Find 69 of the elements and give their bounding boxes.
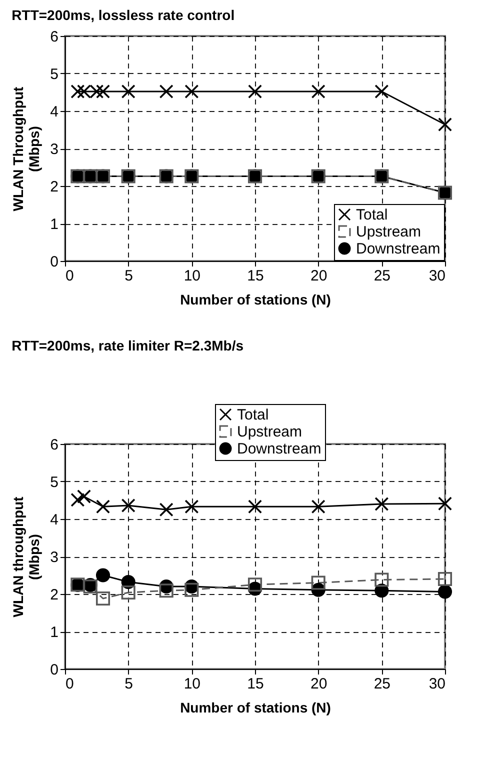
y-tick-label: 0 <box>50 662 58 678</box>
y-tick-label: 5 <box>50 66 58 83</box>
point <box>96 84 110 99</box>
x-axis-title: Number of stations (N) <box>180 700 331 716</box>
y-tick-label: 3 <box>50 549 58 566</box>
point <box>438 117 452 132</box>
point <box>374 84 389 99</box>
y-tick-label: 2 <box>50 178 58 196</box>
point <box>311 84 326 99</box>
point <box>184 500 199 514</box>
point <box>96 591 110 606</box>
point <box>438 572 452 586</box>
chart-title: RTT=200ms, lossless rate control <box>12 7 235 23</box>
legend-label: Upstream <box>237 424 302 440</box>
x-tick-label: 15 <box>247 676 264 692</box>
point <box>311 500 326 514</box>
point <box>121 585 136 600</box>
point <box>121 84 136 99</box>
point <box>96 568 110 582</box>
x-tick-label: 30 <box>428 268 446 284</box>
point <box>438 496 452 511</box>
point <box>70 492 85 507</box>
chart-title: RTT=200ms, rate limiter R=2.3Mb/s <box>12 338 244 354</box>
x-tick-label: 20 <box>310 676 328 692</box>
point <box>76 489 92 504</box>
point <box>70 84 85 99</box>
point <box>248 578 262 592</box>
legend-label: Downstream <box>237 440 322 458</box>
point <box>121 498 136 513</box>
legend-label: Downstream <box>356 240 440 258</box>
y-tick-label: 4 <box>50 104 58 120</box>
x-tick-label: 30 <box>428 676 446 692</box>
legend-label: Total <box>237 406 269 424</box>
x-tick-label: 5 <box>124 268 134 284</box>
x-tick-label: 5 <box>124 676 134 692</box>
point <box>248 84 262 99</box>
x-tick-label: 15 <box>247 268 264 284</box>
x-tick-label: 10 <box>184 268 201 284</box>
point <box>159 502 174 517</box>
x-tick-label: 20 <box>310 268 328 284</box>
point <box>248 500 262 514</box>
point <box>184 84 199 99</box>
y-tick-label: 1 <box>50 624 58 641</box>
y-tick-label: 2 <box>50 586 58 604</box>
legend-label: Upstream <box>356 224 422 240</box>
point <box>159 584 174 598</box>
legend-label: Total <box>356 206 388 224</box>
point <box>96 500 110 514</box>
x-tick-label: 10 <box>184 676 201 692</box>
point <box>374 496 389 512</box>
x-axis-title: Number of stations (N) <box>180 292 331 308</box>
y-tick-label: 5 <box>50 474 58 491</box>
y-tick-label: 6 <box>50 436 58 454</box>
x-tick-label: 0 <box>66 676 74 692</box>
y-axis-title: WLAN throughput (Mbps) <box>10 496 42 618</box>
point <box>374 572 389 587</box>
point <box>438 584 452 599</box>
y-tick-label: 6 <box>50 28 58 46</box>
y-axis-title: WLAN Throughput (Mbps) <box>10 86 42 212</box>
y-tick-label: 4 <box>50 512 58 528</box>
y-tick-label: 3 <box>50 141 58 158</box>
x-tick-label: 25 <box>374 268 391 284</box>
y-tick-label: 1 <box>50 216 58 233</box>
x-tick-label: 25 <box>374 676 391 692</box>
point <box>159 84 174 99</box>
x-tick-label: 0 <box>66 268 74 284</box>
point <box>184 582 199 597</box>
y-tick-label: 0 <box>50 254 58 270</box>
point <box>311 576 326 590</box>
